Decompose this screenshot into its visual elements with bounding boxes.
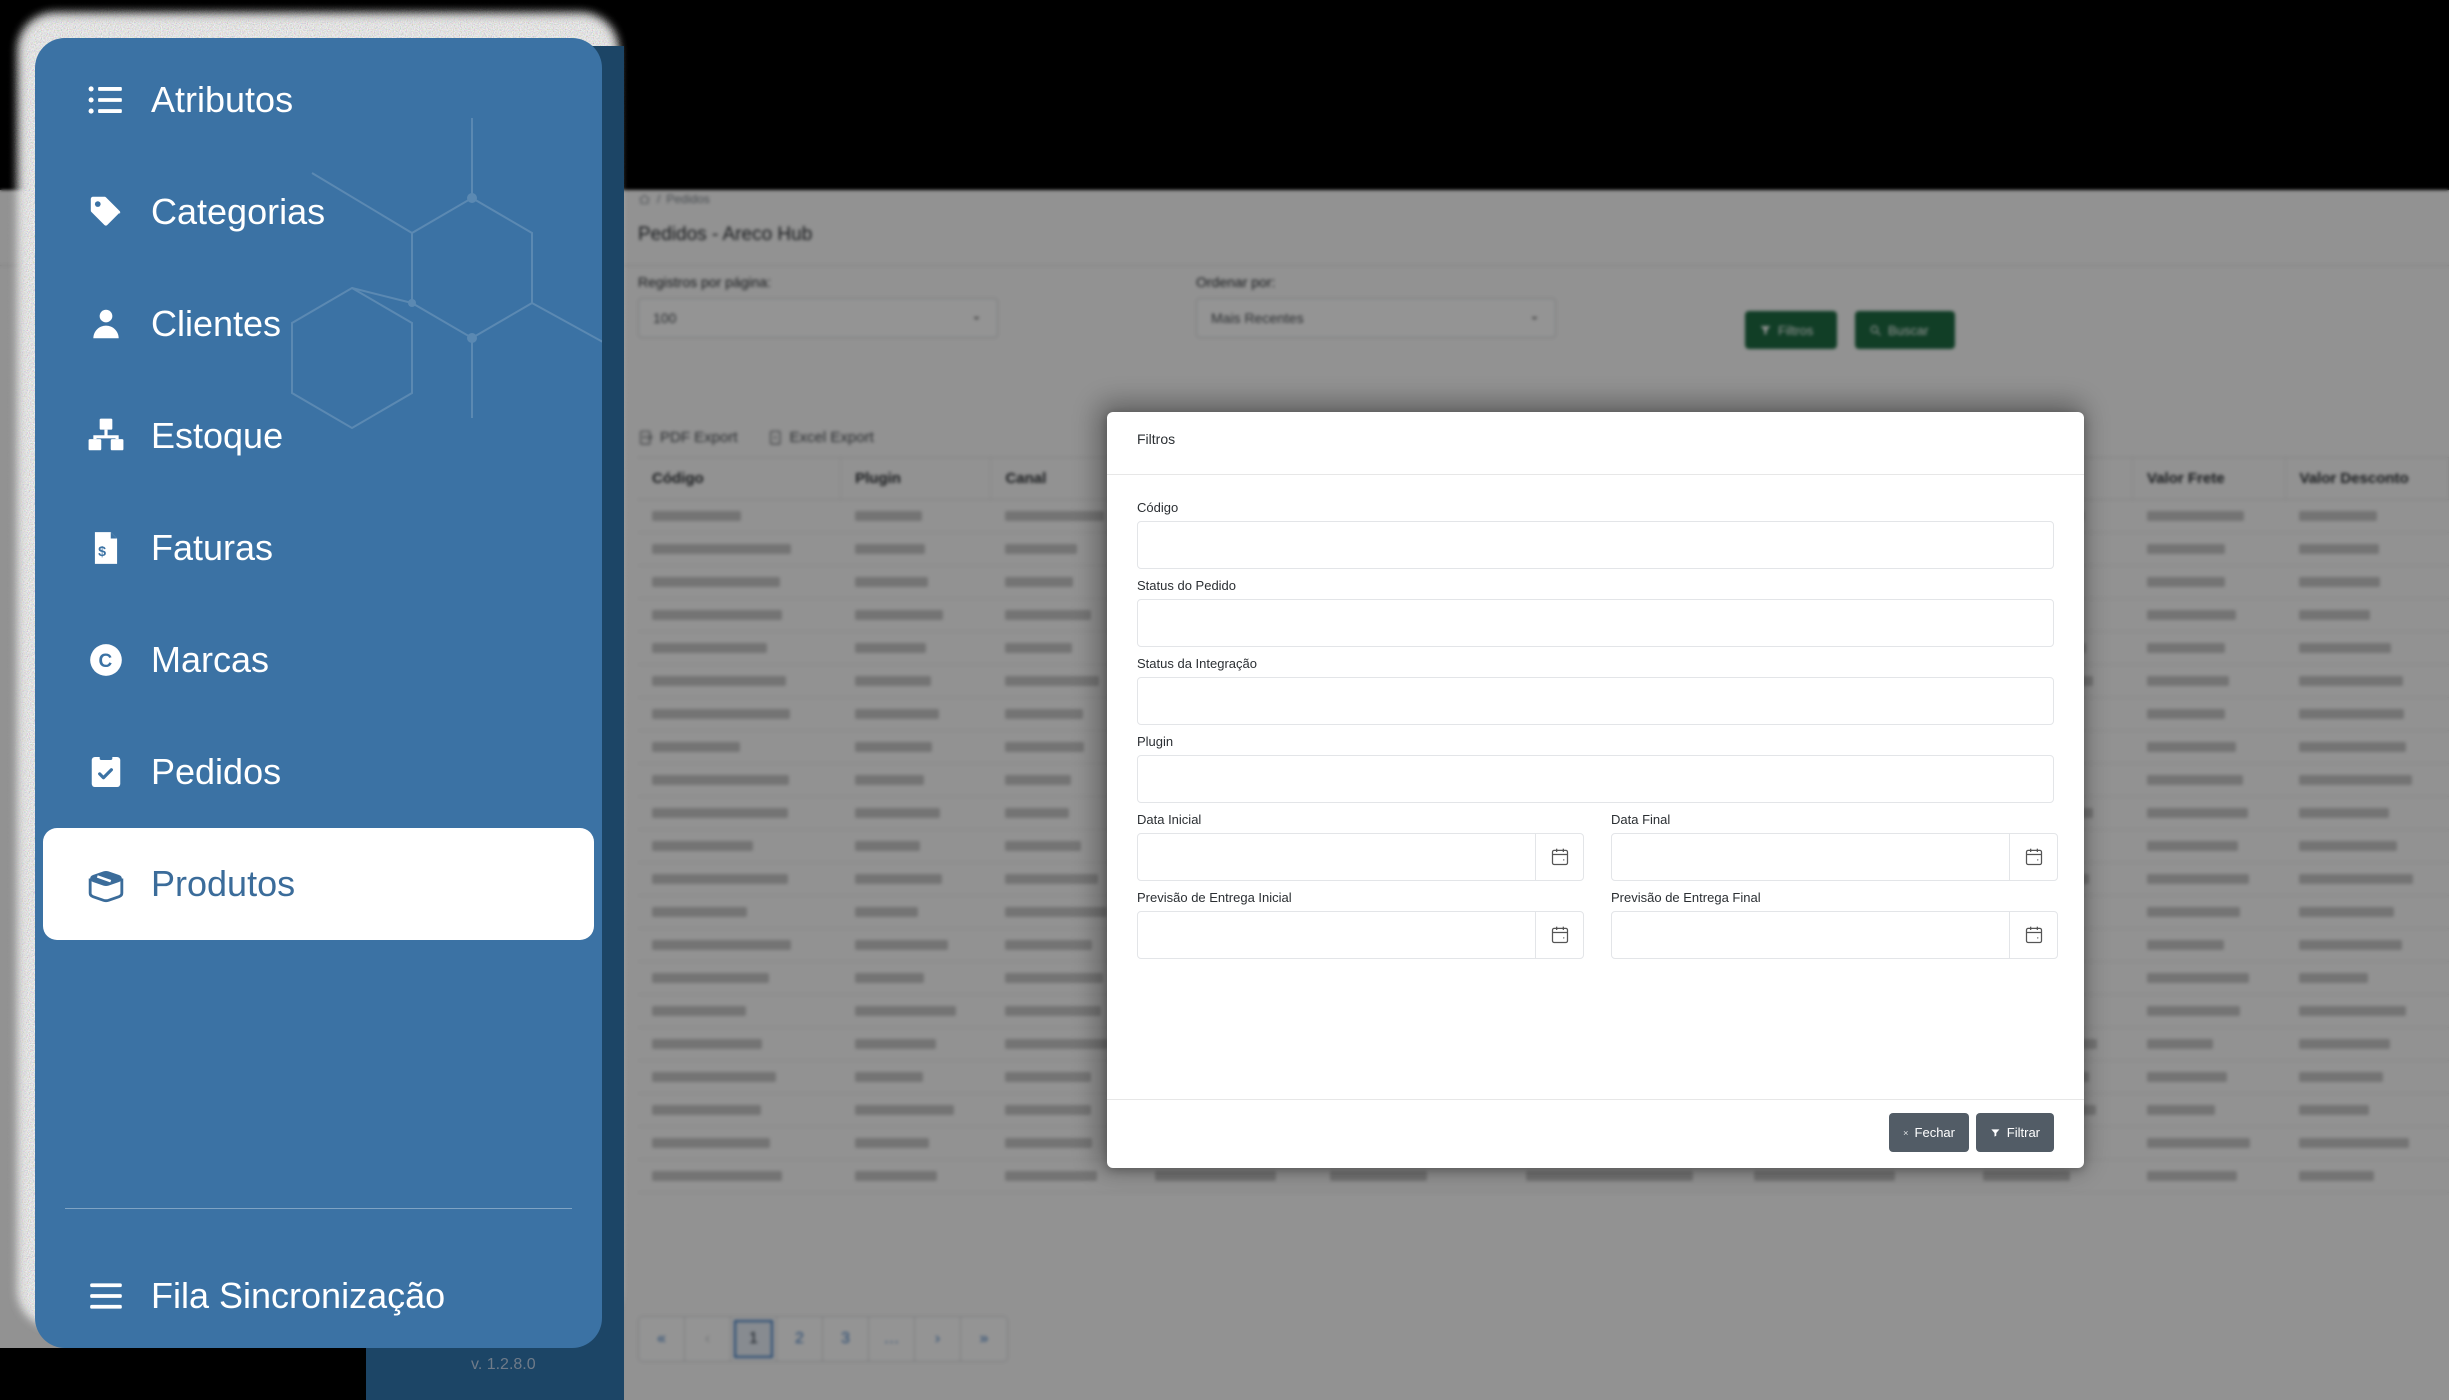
svg-text:$: $ <box>98 544 106 560</box>
svg-text:C: C <box>99 651 113 672</box>
